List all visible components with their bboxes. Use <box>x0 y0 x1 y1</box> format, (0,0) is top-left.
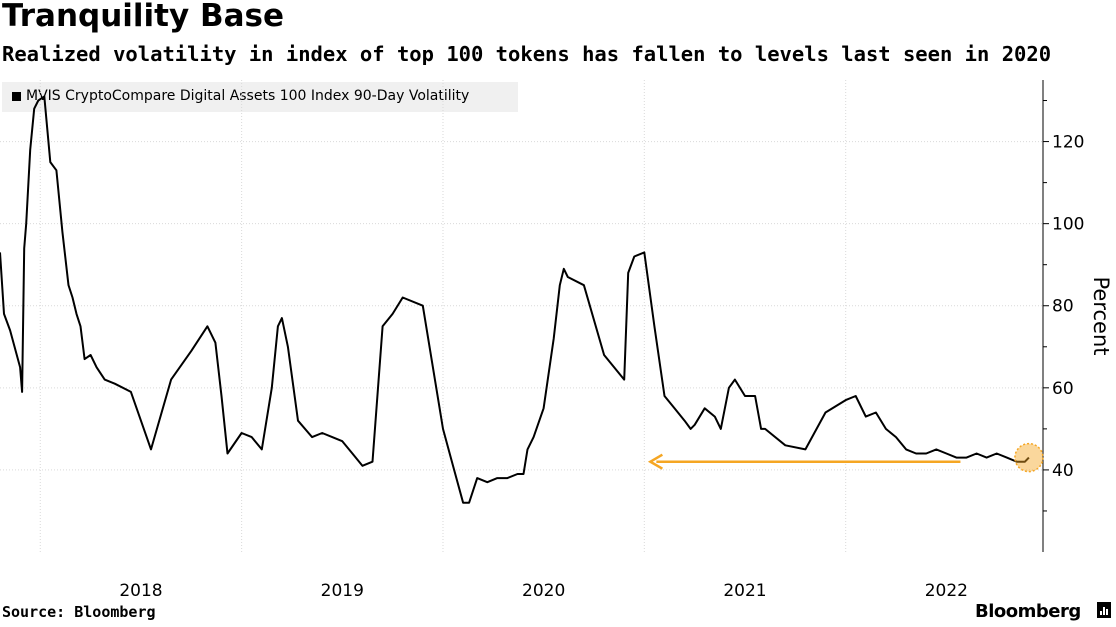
axis-layer <box>1042 80 1049 552</box>
chart-title: Tranquility Base <box>2 0 284 34</box>
legend-swatch <box>12 92 21 101</box>
x-tick-label-2021: 2021 <box>723 581 766 601</box>
x-tick-label-2018: 2018 <box>119 581 162 601</box>
x-tick-label-2020: 2020 <box>522 581 565 601</box>
y-tick-label-40: 40 <box>1052 461 1074 481</box>
label-layer: 40 60 80 100 120 2018 2019 2020 2021 2022 Percent <box>119 133 1113 601</box>
bloomberg-bars-icon <box>1097 602 1111 618</box>
y-tick-label-100: 100 <box>1052 215 1084 235</box>
chart-subtitle: Realized volatility in index of top 100 … <box>2 42 1052 66</box>
series-layer <box>0 95 1030 504</box>
y-tick-label-80: 80 <box>1052 297 1074 317</box>
y-tick-label-60: 60 <box>1052 379 1074 399</box>
x-tick-label-2019: 2019 <box>321 581 364 601</box>
annotation-highlight-circle <box>1014 442 1044 473</box>
legend: MVIS CryptoCompare Digital Assets 100 In… <box>2 82 518 112</box>
x-tick-label-2022: 2022 <box>925 581 968 601</box>
annotation-layer <box>647 442 1044 473</box>
series-line-0 <box>0 95 1030 504</box>
grid-layer <box>0 80 1043 552</box>
y-tick-label-120: 120 <box>1052 133 1084 153</box>
y-axis-title: Percent <box>1089 276 1113 355</box>
source-note: Source: Bloomberg <box>2 603 156 621</box>
brand-logo: Bloomberg <box>975 601 1081 622</box>
legend-label: MVIS CryptoCompare Digital Assets 100 In… <box>26 88 470 104</box>
annotation-arrow-head <box>647 453 663 470</box>
